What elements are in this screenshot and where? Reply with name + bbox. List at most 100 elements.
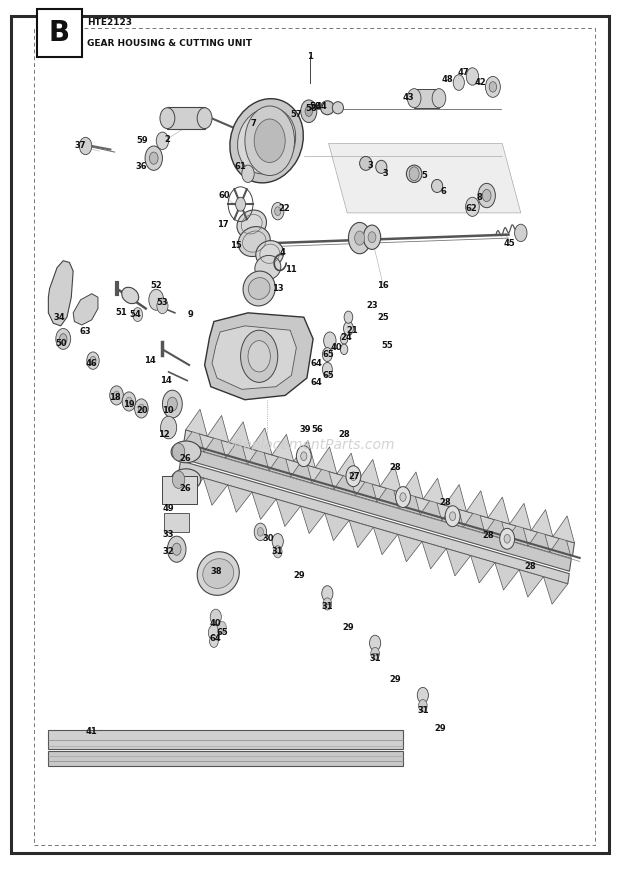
Polygon shape (420, 494, 442, 521)
Circle shape (407, 89, 421, 108)
Circle shape (322, 362, 332, 376)
Circle shape (340, 334, 348, 344)
Circle shape (432, 89, 446, 108)
Circle shape (197, 108, 212, 129)
Circle shape (110, 386, 123, 405)
Text: 28: 28 (440, 498, 451, 507)
Circle shape (400, 493, 406, 501)
Bar (164, 513, 189, 532)
Text: 28: 28 (390, 463, 401, 472)
Text: 21: 21 (347, 326, 358, 335)
Polygon shape (550, 532, 572, 559)
Text: 31: 31 (370, 654, 381, 663)
Polygon shape (553, 516, 575, 543)
Circle shape (396, 487, 410, 507)
Circle shape (161, 416, 177, 439)
Polygon shape (349, 521, 373, 547)
Text: 29: 29 (390, 675, 401, 684)
Polygon shape (380, 466, 402, 493)
Ellipse shape (407, 165, 422, 182)
Text: 39: 39 (299, 425, 311, 434)
Text: 40: 40 (210, 620, 221, 628)
Circle shape (348, 222, 371, 254)
Circle shape (157, 298, 168, 314)
Text: 31: 31 (272, 547, 283, 556)
Text: 12: 12 (159, 430, 170, 439)
Polygon shape (399, 488, 420, 514)
Polygon shape (334, 468, 355, 495)
Circle shape (241, 330, 278, 382)
Ellipse shape (197, 552, 239, 595)
Text: 55: 55 (382, 342, 393, 350)
Circle shape (273, 546, 282, 558)
Ellipse shape (243, 271, 275, 306)
Circle shape (254, 523, 267, 541)
Text: 28: 28 (339, 430, 350, 439)
Text: 30: 30 (262, 534, 273, 543)
Circle shape (322, 586, 333, 601)
Circle shape (340, 344, 348, 355)
Text: 41: 41 (86, 727, 97, 736)
Text: 9: 9 (188, 310, 194, 319)
Circle shape (149, 152, 158, 164)
Text: 63: 63 (80, 328, 91, 336)
Circle shape (145, 146, 162, 170)
Circle shape (346, 466, 361, 487)
Text: 48: 48 (442, 76, 453, 84)
Ellipse shape (249, 277, 270, 300)
Polygon shape (226, 437, 247, 464)
Text: 22: 22 (278, 204, 290, 213)
Circle shape (218, 621, 226, 634)
Circle shape (126, 397, 132, 406)
Polygon shape (250, 428, 272, 455)
Polygon shape (301, 507, 325, 534)
Ellipse shape (230, 99, 303, 182)
Text: 34: 34 (53, 313, 64, 322)
Circle shape (322, 348, 332, 362)
Ellipse shape (255, 255, 281, 280)
Text: 19: 19 (123, 400, 135, 408)
Text: 13: 13 (272, 284, 283, 293)
Circle shape (133, 308, 143, 322)
Circle shape (172, 471, 185, 488)
Text: 14: 14 (144, 356, 156, 365)
Polygon shape (463, 507, 485, 534)
Circle shape (368, 232, 376, 242)
Text: 26: 26 (179, 484, 190, 493)
Circle shape (409, 167, 419, 181)
Text: 36: 36 (136, 163, 147, 171)
Text: B: B (49, 19, 70, 47)
Polygon shape (73, 294, 98, 325)
Circle shape (485, 76, 500, 97)
Ellipse shape (321, 101, 334, 115)
Circle shape (478, 183, 495, 208)
Text: 51: 51 (115, 308, 126, 317)
Ellipse shape (238, 227, 270, 256)
Text: 52: 52 (151, 281, 162, 289)
Text: 61: 61 (235, 163, 246, 171)
Polygon shape (247, 444, 269, 471)
Circle shape (167, 397, 177, 411)
Polygon shape (397, 534, 422, 561)
Polygon shape (212, 326, 296, 389)
Circle shape (343, 322, 353, 335)
Polygon shape (183, 425, 204, 452)
Circle shape (371, 647, 379, 660)
Polygon shape (495, 563, 519, 590)
Circle shape (482, 189, 491, 202)
Text: 58: 58 (309, 102, 321, 110)
Circle shape (500, 528, 515, 549)
Ellipse shape (171, 441, 201, 463)
Text: 32: 32 (163, 547, 174, 556)
Text: 47: 47 (458, 69, 469, 77)
Text: 25: 25 (378, 313, 389, 322)
Text: 64: 64 (311, 359, 322, 368)
Polygon shape (423, 478, 445, 505)
Text: 45: 45 (504, 239, 515, 248)
Polygon shape (531, 509, 553, 536)
Polygon shape (291, 456, 312, 483)
Text: 62: 62 (466, 204, 477, 213)
Text: GEAR HOUSING & CUTTING UNIT: GEAR HOUSING & CUTTING UNIT (87, 39, 252, 48)
Ellipse shape (203, 559, 234, 588)
Text: 5: 5 (422, 171, 428, 180)
